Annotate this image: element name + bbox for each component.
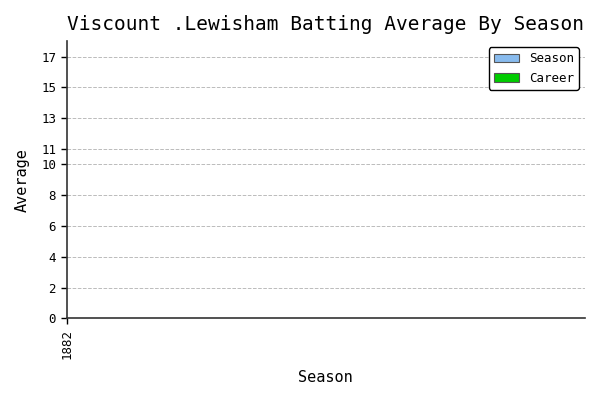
Legend: Season, Career: Season, Career (489, 47, 579, 90)
Y-axis label: Average: Average (15, 148, 30, 212)
Title: Viscount .Lewisham Batting Average By Season: Viscount .Lewisham Batting Average By Se… (67, 15, 584, 34)
X-axis label: Season: Season (298, 370, 353, 385)
